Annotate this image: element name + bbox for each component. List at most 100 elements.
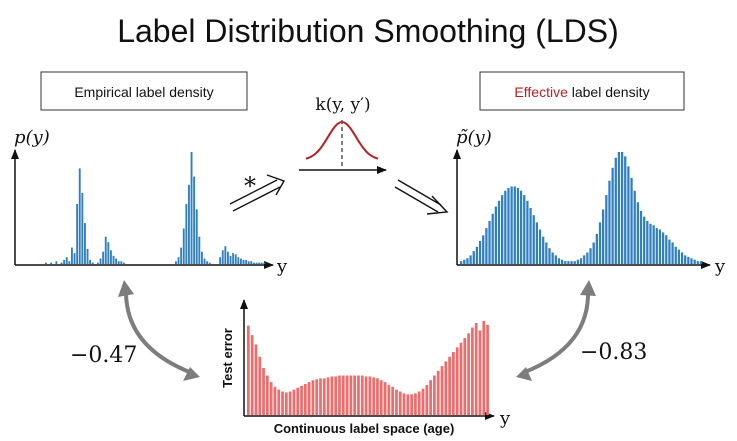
effective-density-bar <box>482 235 485 264</box>
test-error-bar <box>315 379 319 415</box>
empirical-density-bar <box>50 262 53 264</box>
effective-density-bar <box>469 255 472 264</box>
test-error-bar <box>383 382 387 415</box>
test-error-bar <box>452 352 455 415</box>
right-correlation-arc <box>524 289 591 374</box>
effective-density-bar <box>567 261 570 264</box>
effective-word: Effective <box>514 84 568 100</box>
empirical-density-bar <box>76 203 79 264</box>
test-error-bar <box>288 391 292 415</box>
empirical-density-bar <box>73 253 76 264</box>
test-error-bar <box>322 378 326 415</box>
effective-density-bar <box>475 246 479 264</box>
convolution-arrow-line-2 <box>232 186 281 212</box>
test-error-bars <box>247 321 489 415</box>
effective-density-bar <box>633 190 636 264</box>
effective-density-bar <box>460 261 463 264</box>
test-error-bar <box>360 375 364 415</box>
test-error-bar <box>307 382 311 415</box>
test-error-bar <box>250 335 254 415</box>
test-error-bar <box>296 387 300 415</box>
test-error-bar <box>364 376 368 415</box>
effective-density-bar <box>649 223 652 264</box>
empirical-density-bar <box>175 261 177 264</box>
test-error-bar <box>349 375 353 415</box>
empirical-density-bar <box>182 228 185 264</box>
effective-density-bar <box>658 229 662 264</box>
test-error-bar <box>387 384 391 415</box>
left-correlation-arc <box>123 289 193 375</box>
effective-density-bar <box>478 241 482 264</box>
effective-density-bar <box>485 228 488 264</box>
effective-density-bar <box>652 225 655 264</box>
empirical-density-bar <box>201 251 203 264</box>
effective-density-bar <box>595 233 598 264</box>
bottom-x-label: Continuous label space (age) <box>274 421 455 436</box>
empirical-density-bar <box>245 259 248 264</box>
empirical-density-bar <box>206 261 209 264</box>
test-error-bar <box>444 361 448 415</box>
kernel-label: k(y, y′) <box>315 95 370 115</box>
test-error-bar <box>311 380 315 415</box>
test-error-bar <box>425 384 429 415</box>
empirical-density-bar <box>117 261 120 264</box>
empirical-density-bar <box>68 261 71 264</box>
test-error-bar <box>482 321 486 415</box>
empirical-density-box <box>40 71 248 111</box>
test-error-bar <box>471 327 474 415</box>
empirical-density-bar <box>198 236 201 264</box>
empirical-density-bar <box>253 262 255 264</box>
empirical-density-bar <box>234 254 237 264</box>
test-error-bar <box>433 375 436 415</box>
effective-density-bar <box>494 206 497 264</box>
effective-density-bar <box>602 209 605 264</box>
test-error-bar <box>402 393 406 415</box>
empirical-density-bar <box>115 258 118 264</box>
right-x-label: y <box>714 256 726 277</box>
test-error-bar <box>391 386 395 415</box>
left-arc-head-bottom <box>183 367 200 381</box>
effective-density-bar <box>643 216 646 264</box>
test-error-bar <box>421 388 425 415</box>
empirical-density-bar <box>208 262 211 264</box>
empirical-density-bar <box>240 258 242 264</box>
effective-density-bar <box>620 152 624 264</box>
test-error-bar <box>292 389 296 415</box>
smoothing-arrow-line-2 <box>394 186 439 213</box>
left-y-label: p(y) <box>14 127 50 148</box>
effective-density-bar <box>627 166 630 264</box>
test-error-bar <box>284 392 288 415</box>
test-error-bar <box>395 389 398 415</box>
effective-density-bar <box>668 239 671 264</box>
diagram-title: Label Distribution Smoothing (LDS) <box>117 13 619 49</box>
test-error-bar <box>376 378 379 415</box>
effective-density-bar <box>684 255 687 264</box>
effective-density-bar <box>605 195 608 264</box>
right-arc-head-bottom <box>516 367 532 381</box>
test-error-bar <box>277 389 281 415</box>
test-error-bar <box>269 382 273 415</box>
effective-density-bar <box>488 220 491 264</box>
empirical-density-bar <box>120 261 123 264</box>
effective-density-bar <box>504 190 507 264</box>
left-x-label: y <box>276 256 288 277</box>
effective-density-bar <box>636 202 639 264</box>
test-error-bar <box>330 376 334 415</box>
empirical-density-bar <box>260 262 263 264</box>
test-error-bar <box>478 330 482 415</box>
effective-density-bar <box>557 258 561 264</box>
test-error-bar <box>459 342 463 415</box>
effective-density-bar <box>611 167 614 264</box>
effective-density-bar <box>497 200 501 264</box>
effective-density-bar <box>696 261 699 264</box>
empirical-density-bar <box>258 262 261 264</box>
empirical-density-bar <box>237 257 240 264</box>
effective-density-bar <box>586 252 589 264</box>
effective-density-label: Effective label density <box>514 84 649 100</box>
empirical-density-bar <box>102 251 105 264</box>
test-error-bar <box>372 377 376 415</box>
test-error-bar <box>341 375 345 415</box>
empirical-density-bar <box>221 250 224 264</box>
test-error-bar <box>379 380 383 415</box>
test-error-bar <box>353 375 357 415</box>
